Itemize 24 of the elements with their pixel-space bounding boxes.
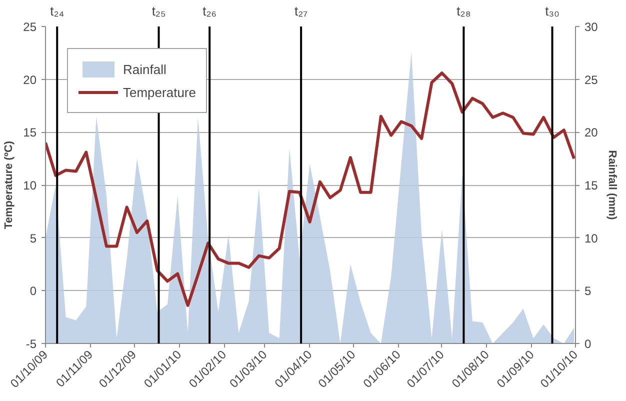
y2-tick-label: 10 [584, 231, 598, 246]
y2-tick-label: 5 [584, 284, 592, 298]
y2-axis-title: Rainfall (mm) [606, 150, 618, 220]
y2-tick-label: 25 [584, 72, 598, 87]
ref-line-label: t₂₆ [202, 4, 217, 18]
legend-label: Rainfall [123, 62, 166, 76]
y-tick-label: 20 [23, 72, 37, 87]
y-tick-label: 0 [30, 284, 37, 298]
ref-line-label: t₃₀ [545, 4, 560, 18]
y-tick-label: 25 [23, 20, 37, 34]
y2-tick-label: 0 [584, 337, 592, 351]
y-tick-label: 10 [23, 178, 37, 192]
ref-line-label: t₂₇ [294, 4, 308, 18]
y2-tick-label: 30 [584, 20, 598, 34]
y2-tick-label: 20 [584, 126, 598, 140]
y-axis-title: Temperature (ºC) [3, 140, 16, 230]
ref-line-label: t₂₄ [50, 4, 64, 18]
ref-line-label: t₂₈ [456, 4, 471, 18]
y-tick-label: 15 [23, 126, 37, 140]
legend-label: Temperature [123, 84, 196, 100]
y2-tick-label: 15 [584, 178, 598, 192]
y-tick-label: 5 [30, 231, 37, 246]
ref-line-label: t₂₅ [152, 4, 166, 18]
y-tick-label: -5 [26, 337, 37, 351]
